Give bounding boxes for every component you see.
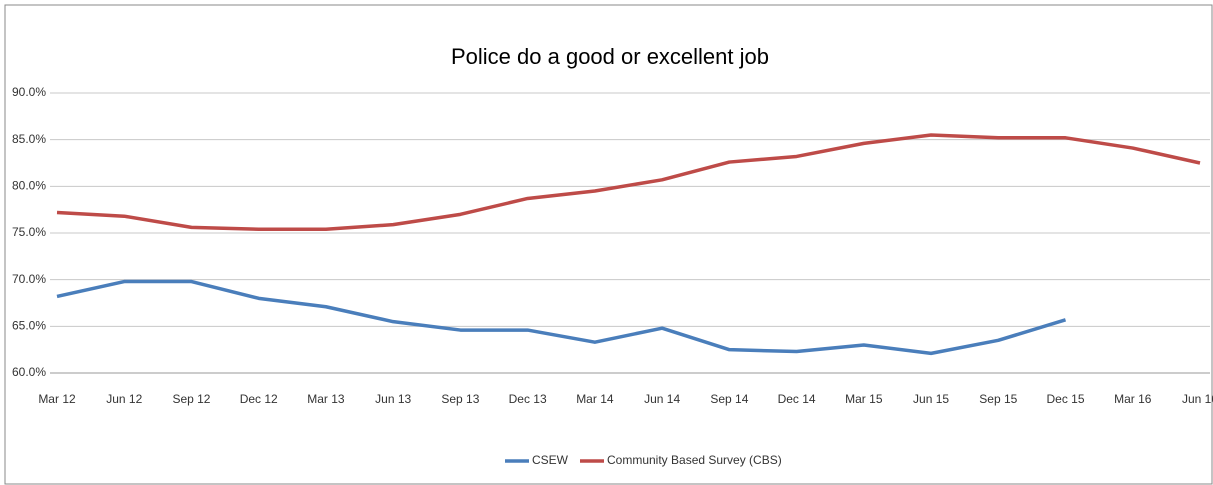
- y-tick-label: 80.0%: [12, 179, 46, 193]
- x-tick-label: Dec 15: [1047, 392, 1085, 406]
- series-line: [56, 133, 1201, 232]
- legend-label: Community Based Survey (CBS): [607, 453, 782, 467]
- x-tick-label: Sep 13: [441, 392, 479, 406]
- y-tick-label: 85.0%: [12, 132, 46, 146]
- y-tick-label: 75.0%: [12, 225, 46, 239]
- y-tick-label: 70.0%: [12, 272, 46, 286]
- x-tick-label: Sep 12: [172, 392, 210, 406]
- legend-label: CSEW: [532, 453, 569, 467]
- chart-frame: [4, 4, 1213, 485]
- x-tick-label: Sep 14: [710, 392, 748, 406]
- chart-title: Police do a good or excellent job: [451, 44, 769, 69]
- x-tick-label: Jun 15: [913, 392, 949, 406]
- x-tick-label: Mar 16: [1114, 392, 1152, 406]
- x-tick-label: Mar 14: [576, 392, 614, 406]
- x-tick-label: Jun 12: [106, 392, 142, 406]
- x-tick-label: Jun 13: [375, 392, 411, 406]
- y-tick-label: 65.0%: [12, 319, 46, 333]
- series-line: [56, 279, 1067, 356]
- x-tick-label: Jun 16: [1182, 392, 1213, 406]
- x-tick-label: Mar 12: [38, 392, 76, 406]
- x-tick-label: Dec 14: [778, 392, 816, 406]
- x-tick-label: Mar 15: [845, 392, 883, 406]
- y-tick-label: 60.0%: [12, 365, 46, 379]
- x-tick-label: Sep 15: [979, 392, 1017, 406]
- x-tick-label: Jun 14: [644, 392, 680, 406]
- x-tick-label: Dec 13: [509, 392, 547, 406]
- x-tick-label: Mar 13: [307, 392, 345, 406]
- x-tick-label: Dec 12: [240, 392, 278, 406]
- y-tick-label: 90.0%: [12, 85, 46, 99]
